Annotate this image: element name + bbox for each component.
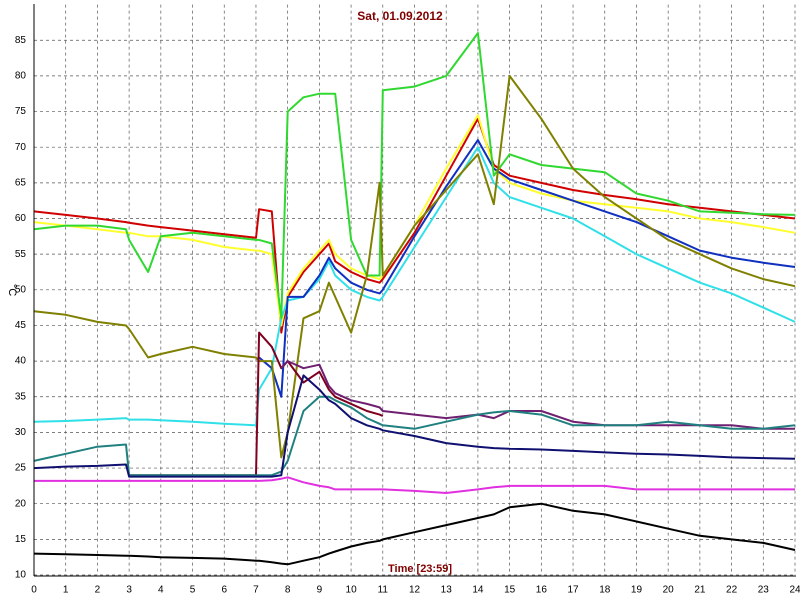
y-axis-label: °C — [6, 284, 18, 296]
y-tick-label: 80 — [15, 71, 27, 82]
y-tick-label: 15 — [15, 534, 27, 545]
series-line — [33, 374, 796, 478]
series-line — [280, 360, 795, 430]
x-tick-label: 17 — [567, 585, 579, 596]
y-tick-label: 70 — [15, 142, 27, 153]
x-tick-label: 15 — [504, 585, 516, 596]
y-tick-label: 20 — [15, 498, 27, 509]
x-tick-label: 24 — [789, 585, 800, 596]
y-tick-label: 75 — [15, 106, 27, 117]
y-tick-label: 60 — [15, 213, 27, 224]
series-line — [33, 74, 796, 459]
series-line — [34, 476, 795, 494]
x-tick-label: 1 — [63, 585, 69, 596]
series-line — [33, 114, 796, 327]
series-line — [33, 32, 796, 320]
y-tick-label: 40 — [15, 356, 27, 367]
y-tick-label: 30 — [15, 427, 27, 438]
x-tick-label: 4 — [158, 585, 164, 596]
x-tick-label: 10 — [346, 585, 358, 596]
x-tick-label: 8 — [285, 585, 291, 596]
x-tick-label: 9 — [317, 585, 323, 596]
x-tick-label: 11 — [378, 585, 389, 596]
x-tick-label: 23 — [758, 585, 770, 596]
x-tick-label: 0 — [31, 585, 37, 596]
series-line — [33, 502, 796, 566]
x-tick-label: 14 — [472, 585, 484, 596]
chart-title: Sat, 01.09.2012 — [357, 9, 443, 23]
x-tick-label: 16 — [536, 585, 548, 596]
y-tick-label: 10 — [15, 570, 27, 581]
y-tick-label: 55 — [15, 249, 27, 260]
series-line — [33, 395, 796, 477]
x-tick-label: 3 — [126, 585, 132, 596]
x-tick-label: 5 — [190, 585, 196, 596]
x-tick-label: 7 — [253, 585, 259, 596]
y-tick-label: 65 — [15, 177, 27, 188]
y-tick-label: 25 — [15, 463, 27, 474]
x-tick-label: 19 — [631, 585, 643, 596]
x-tick-label: 2 — [95, 585, 101, 596]
series-line — [33, 146, 796, 427]
lines — [33, 32, 796, 566]
x-tick-label: 21 — [694, 585, 706, 596]
y-tick-label: 35 — [15, 391, 27, 402]
x-tick-label: 12 — [409, 585, 421, 596]
y-tick-label: 45 — [15, 320, 27, 331]
x-tick-label: 6 — [221, 585, 227, 596]
x-tick-label: 22 — [726, 585, 738, 596]
x-tick-label: 13 — [441, 585, 453, 596]
x-tick-label: 18 — [599, 585, 611, 596]
x-tick-label: 20 — [663, 585, 675, 596]
series-line — [33, 117, 796, 334]
x-axis-label: Time [23:59] — [388, 563, 452, 575]
series-line — [258, 139, 796, 398]
y-tick-label: 50 — [15, 284, 27, 295]
y-tick-label: 85 — [15, 35, 27, 46]
